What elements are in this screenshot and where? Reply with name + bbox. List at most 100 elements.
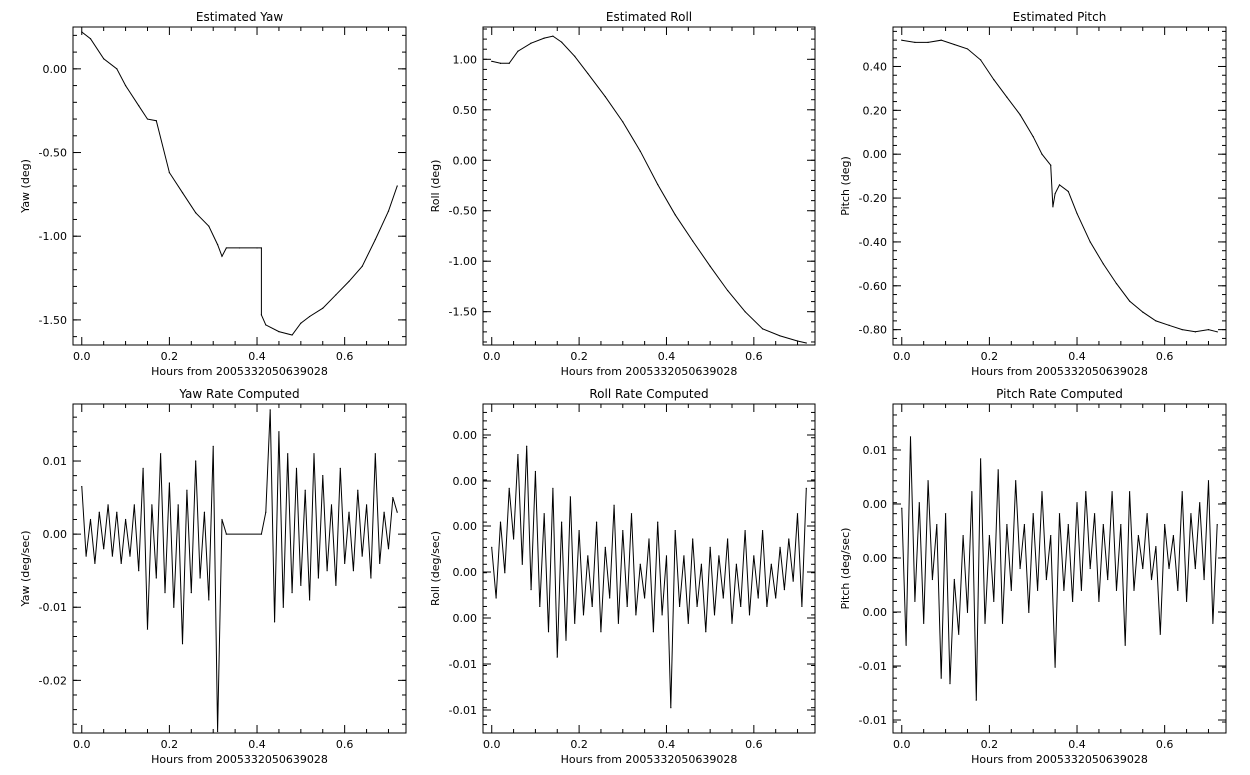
data-point xyxy=(1185,600,1188,603)
data-point xyxy=(914,600,916,603)
data-point xyxy=(273,621,276,623)
data-point xyxy=(1006,96,1008,98)
data-point xyxy=(146,118,149,120)
data-point xyxy=(740,605,742,608)
data-point xyxy=(1155,320,1157,322)
data-point xyxy=(1019,114,1021,116)
data-point xyxy=(587,555,589,557)
y-tick-label: 0.00 xyxy=(453,566,478,579)
data-point xyxy=(731,622,733,624)
data-point xyxy=(1181,491,1183,493)
data-point xyxy=(352,570,355,572)
y-axis-label: Roll (deg/sec) xyxy=(429,531,442,606)
chart-title: Estimated Roll xyxy=(606,10,692,24)
chart-panel: Estimated Pitch Hours from 20053320506390… xyxy=(839,10,1227,378)
data-point xyxy=(595,521,598,523)
data-point xyxy=(138,570,140,572)
series-line xyxy=(491,446,807,708)
data-point xyxy=(265,324,267,326)
data-point xyxy=(278,331,280,333)
data-point xyxy=(89,518,92,521)
y-tick-label: 0.50 xyxy=(453,104,478,117)
y-tick-label: 0.40 xyxy=(863,60,888,73)
data-point xyxy=(124,84,127,87)
data-point xyxy=(322,475,324,477)
x-tick-label: 0.6 xyxy=(336,738,354,751)
data-point xyxy=(1203,578,1205,581)
data-point xyxy=(317,577,319,579)
y-axis-label: Roll (deg) xyxy=(429,160,442,213)
x-axis-label: Hours from 2005332050639028 xyxy=(151,365,328,378)
data-point xyxy=(374,238,376,241)
data-point xyxy=(517,50,519,52)
y-axis-label: Yaw (deg/sec) xyxy=(19,530,32,607)
x-tick-label: 0.6 xyxy=(336,350,354,363)
data-point xyxy=(208,225,210,227)
x-tick-label: 0.2 xyxy=(570,738,588,751)
y-tick-label: -0.60 xyxy=(859,280,887,293)
data-point xyxy=(561,41,563,43)
data-point xyxy=(582,614,585,616)
data-point xyxy=(491,546,493,549)
data-point xyxy=(744,311,746,313)
data-point xyxy=(1010,589,1012,592)
data-point xyxy=(748,614,751,616)
x-tick-label: 0.4 xyxy=(248,738,266,751)
data-point xyxy=(291,592,293,594)
data-point xyxy=(561,521,563,523)
data-point xyxy=(357,489,359,491)
data-point xyxy=(98,511,100,513)
x-tick-label: 0.0 xyxy=(73,350,91,363)
data-point xyxy=(495,597,497,599)
data-point xyxy=(1190,513,1192,515)
data-point xyxy=(949,683,951,685)
data-point xyxy=(313,453,315,455)
data-point xyxy=(133,504,135,506)
data-point xyxy=(909,436,912,438)
data-point xyxy=(1216,331,1218,333)
y-axis-label: Pitch (deg) xyxy=(839,156,852,216)
data-point xyxy=(260,314,263,316)
data-point xyxy=(195,212,197,214)
data-point xyxy=(1067,190,1069,193)
data-point xyxy=(1177,589,1179,592)
data-point xyxy=(953,43,955,46)
data-point xyxy=(300,322,302,324)
data-point xyxy=(958,633,960,635)
data-point xyxy=(1137,535,1139,537)
data-point xyxy=(901,39,903,41)
data-point xyxy=(727,538,729,540)
data-point xyxy=(905,644,907,646)
data-point xyxy=(918,502,920,504)
data-point xyxy=(309,315,311,318)
data-point xyxy=(657,521,659,523)
y-tick-label: 0.00 xyxy=(453,475,478,488)
data-point xyxy=(370,577,372,579)
data-point xyxy=(805,342,807,344)
chart-title: Yaw Rate Computed xyxy=(178,387,299,401)
plot-frame xyxy=(482,26,816,346)
data-point xyxy=(1076,502,1078,504)
data-point xyxy=(300,584,302,586)
data-point xyxy=(1015,480,1017,482)
y-tick-label: 0.00 xyxy=(863,498,888,511)
y-tick-label: 0.00 xyxy=(453,612,478,625)
data-point xyxy=(639,563,641,565)
data-point xyxy=(665,555,668,557)
data-point xyxy=(1023,524,1026,526)
data-point xyxy=(1129,491,1131,493)
data-point xyxy=(901,507,903,509)
data-point xyxy=(335,294,337,296)
data-point xyxy=(181,192,184,194)
x-tick-label: 0.4 xyxy=(248,350,266,363)
data-point xyxy=(674,214,676,216)
y-tick-label: -0.01 xyxy=(449,658,477,671)
data-point xyxy=(927,480,929,482)
data-point xyxy=(348,511,350,513)
data-point xyxy=(335,584,337,586)
data-point xyxy=(980,458,982,460)
data-point xyxy=(1019,567,1021,570)
data-point xyxy=(735,563,737,565)
data-point xyxy=(379,562,381,564)
x-tick-label: 0.2 xyxy=(570,350,588,363)
